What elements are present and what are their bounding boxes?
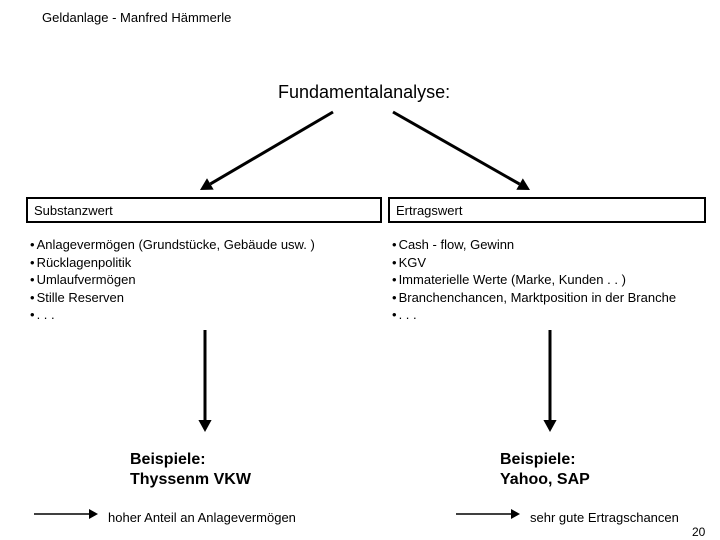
arrows-layer <box>0 0 720 540</box>
